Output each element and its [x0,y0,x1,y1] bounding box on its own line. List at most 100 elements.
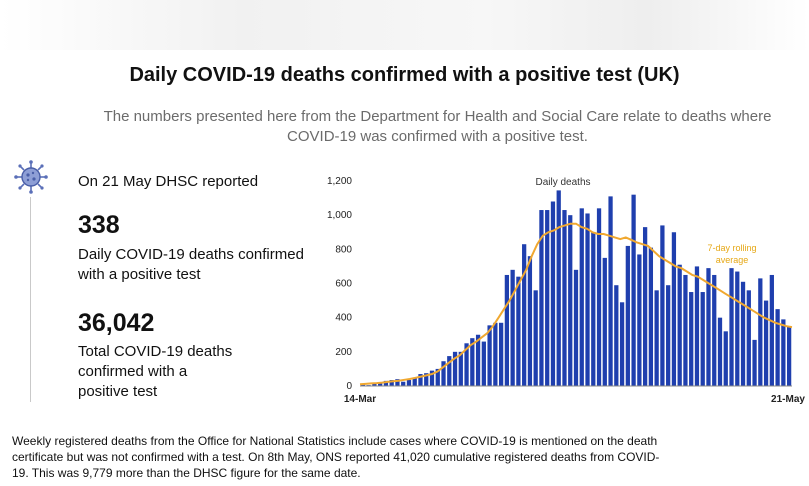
bar [481,341,486,386]
bar [383,380,389,387]
bar [412,377,417,386]
bar [389,380,394,386]
y-tick-label: 800 [335,244,352,255]
bar [372,382,377,386]
bar [763,300,769,386]
bar [447,356,452,386]
bar [746,290,751,386]
bar [619,302,625,386]
bar [568,215,573,386]
bar [470,338,475,386]
bar [533,290,538,386]
bar [360,384,366,386]
bar [401,381,406,386]
bar [642,227,648,387]
bar [435,368,440,386]
bar [689,292,694,386]
bar [717,317,723,386]
bar [625,245,630,386]
bar [458,351,463,386]
bar [562,210,567,386]
bar [516,276,521,386]
bar [781,319,786,387]
bar [671,232,677,386]
bar [406,380,412,386]
rolling-average-annotation-line2: average [716,255,749,265]
bar [752,339,757,387]
bar [527,256,533,386]
bar [452,351,458,386]
page-subtitle: The numbers presented here from the Depa… [103,108,772,145]
bar [735,271,740,386]
bar [614,285,619,386]
bar [608,196,613,387]
virus-icon [14,160,48,194]
bar [677,264,682,386]
total-deaths-value: 36,042 [78,309,155,337]
y-tick-label: 1,000 [327,210,352,221]
header-band [0,0,809,50]
bar [424,373,429,386]
bar [539,210,544,386]
bar [510,269,515,386]
y-tick-label: 600 [335,279,352,290]
bar [418,374,423,386]
bar [786,326,792,386]
bar [498,322,504,386]
page-title: Daily COVID-19 deaths confirmed with a p… [129,64,680,86]
y-tick-label: 0 [346,381,352,392]
rolling-average-annotation: 7-day rolling [707,243,756,253]
bar [723,331,728,386]
bar [591,232,596,386]
bar [378,383,383,386]
divider-line [30,197,31,402]
bar [712,274,717,386]
x-tick-start: 14-Mar [344,394,376,405]
bar [545,210,550,386]
bar [585,213,590,386]
bar [775,309,780,387]
x-tick-end: 21-May [771,394,805,405]
bar [441,361,446,386]
bar [573,269,579,386]
bar [660,225,665,386]
bar [504,274,510,386]
daily-deaths-chart: 0 200 400 600 800 1,000 1,200 14-Mar 21-May Da… [327,176,805,405]
bar [475,334,481,386]
bar [631,194,636,386]
bar [464,343,469,386]
total-deaths-label: Total COVID-19 deaths confirmed with a p… [78,343,233,400]
daily-deaths-value: 338 [78,211,120,239]
bar [487,325,492,386]
bar [522,244,527,386]
bar-series [360,190,792,387]
rolling-average-line [359,222,793,386]
bar [666,285,671,386]
y-tick-label: 1,200 [327,176,352,187]
bar [602,257,607,387]
bar [395,379,400,386]
y-tick-label: 200 [335,347,352,358]
bar [654,290,659,386]
bar [700,292,705,386]
bar [740,281,746,386]
bar [556,190,561,386]
footnote-text: Weekly registered deaths from the Office… [12,434,660,480]
bar [758,278,763,387]
bar [429,370,435,387]
bar [706,268,711,386]
daily-deaths-label: Daily COVID-19 deaths confirmed with a p… [78,246,304,283]
bar [579,208,584,386]
bar [648,247,654,387]
bar [596,208,602,386]
bar [493,322,498,386]
bar [637,254,642,386]
bar [729,268,734,386]
bar [683,274,688,386]
bar [694,266,700,386]
bar [769,274,774,386]
reported-heading: On 21 May DHSC reported [78,173,259,190]
y-axis-ticks: 0 200 400 600 800 1,000 1,200 [327,176,352,392]
bar [550,201,556,386]
daily-deaths-annotation: Daily deaths [535,177,590,188]
